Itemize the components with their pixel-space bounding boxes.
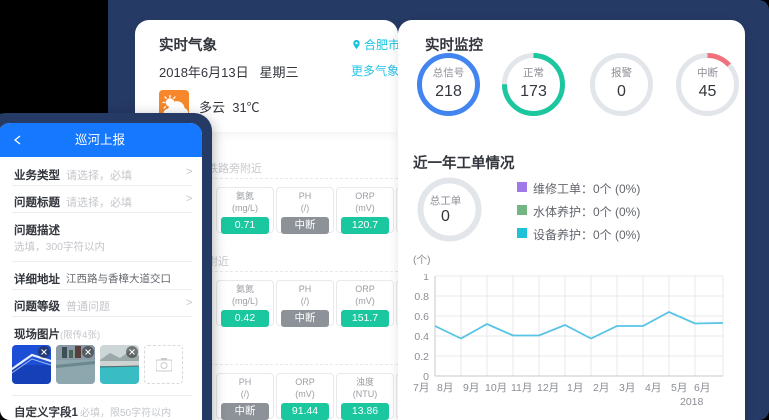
svg-text:0.2: 0.2	[414, 351, 429, 363]
svg-text:0.8: 0.8	[414, 291, 429, 303]
svg-text:0.6: 0.6	[414, 311, 429, 323]
svg-text:1: 1	[423, 274, 429, 283]
svg-text:0.4: 0.4	[414, 331, 429, 343]
